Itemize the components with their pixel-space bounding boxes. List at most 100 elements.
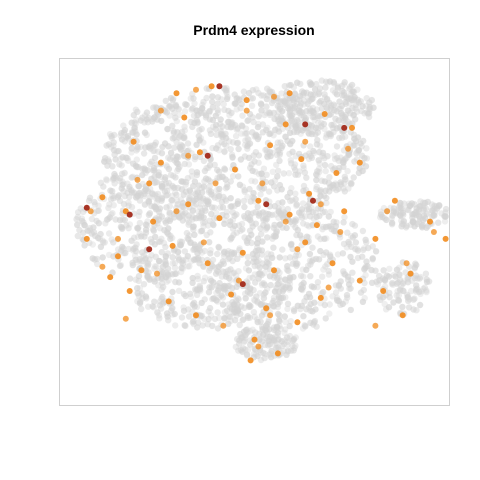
expression-points (83, 83, 449, 364)
background-cell (287, 157, 294, 164)
background-cell (276, 221, 283, 228)
background-cell (249, 167, 256, 174)
background-cell (260, 294, 268, 302)
background-cell (150, 142, 157, 149)
background-cell (300, 187, 307, 194)
background-cell (319, 209, 327, 216)
background-cell (249, 274, 256, 281)
background-cell (125, 225, 132, 232)
background-cell (441, 218, 449, 225)
data-point (243, 97, 250, 104)
background-cell (259, 175, 266, 182)
background-cell (342, 98, 349, 106)
background-cell (307, 143, 314, 150)
background-cell (421, 284, 428, 291)
background-cell (219, 301, 227, 308)
data-point (204, 260, 211, 267)
background-cell (400, 287, 407, 294)
background-cell (149, 303, 156, 310)
background-cell (328, 121, 335, 129)
background-cell (177, 242, 184, 249)
background-cell (343, 154, 350, 162)
background-cell (200, 157, 208, 165)
data-point (356, 159, 363, 166)
background-cell (171, 264, 179, 271)
data-point (150, 218, 157, 225)
background-cell (285, 170, 293, 177)
background-cell (148, 189, 156, 197)
background-cell (196, 260, 203, 267)
background-cell (348, 180, 355, 187)
background-cell (309, 113, 316, 121)
background-cell (268, 99, 276, 107)
background-cell (175, 279, 183, 286)
data-point (380, 288, 387, 294)
background-cell (146, 275, 153, 282)
background-cell (136, 208, 143, 216)
background-cell (119, 154, 127, 161)
background-cell (182, 322, 189, 330)
background-cell (263, 146, 270, 153)
background-cell (261, 281, 269, 289)
background-cell (221, 106, 228, 114)
background-cell (287, 347, 295, 354)
background-cell (217, 116, 224, 123)
background-cell (206, 178, 214, 185)
background-cell (412, 272, 420, 279)
background-cell (285, 82, 293, 89)
background-cell (161, 140, 169, 147)
background-cell (108, 211, 115, 218)
data-point (107, 274, 114, 281)
background-cell (326, 301, 333, 308)
background-cell (198, 184, 205, 191)
background-cell (394, 288, 401, 295)
background-cell (154, 190, 162, 198)
background-cell (294, 123, 301, 131)
data-point (349, 124, 355, 131)
background-cell (279, 125, 286, 132)
background-cell (249, 326, 256, 333)
background-cell (93, 207, 101, 215)
background-cell (269, 254, 276, 261)
background-cell (103, 176, 110, 183)
background-cell (228, 123, 235, 131)
background-cell (359, 298, 367, 305)
background-cell (190, 112, 198, 119)
background-cell (255, 152, 263, 159)
background-cell (74, 209, 82, 216)
background-cell (220, 100, 227, 108)
background-cell (128, 174, 135, 181)
background-cell (284, 305, 291, 312)
background-cell (339, 87, 346, 95)
background-cell (74, 213, 82, 221)
background-cell (142, 226, 150, 233)
background-cell (361, 154, 368, 162)
background-cell (199, 101, 206, 109)
background-cell (182, 256, 189, 263)
background-cell (290, 273, 297, 281)
background-cell (134, 145, 141, 152)
background-cell (385, 304, 393, 311)
background-cell (361, 279, 368, 287)
background-cell (121, 192, 129, 200)
background-cell (251, 271, 258, 278)
background-cell (170, 172, 177, 180)
background-cell (203, 85, 210, 92)
background-cell (118, 247, 125, 254)
background-cell (330, 79, 337, 86)
background-cell (202, 197, 210, 204)
background-cell (168, 305, 176, 312)
background-cell (281, 313, 288, 320)
background-cell (214, 106, 221, 114)
background-cell (241, 337, 248, 344)
background-cell (179, 217, 186, 224)
background-cell (235, 173, 242, 180)
background-cell (323, 95, 331, 103)
background-cell (293, 128, 301, 136)
background-cell (277, 139, 284, 146)
background-cell (258, 92, 265, 99)
background-cell (116, 161, 123, 168)
background-cell (347, 110, 354, 117)
background-cell (148, 239, 156, 246)
background-cell (307, 261, 314, 268)
